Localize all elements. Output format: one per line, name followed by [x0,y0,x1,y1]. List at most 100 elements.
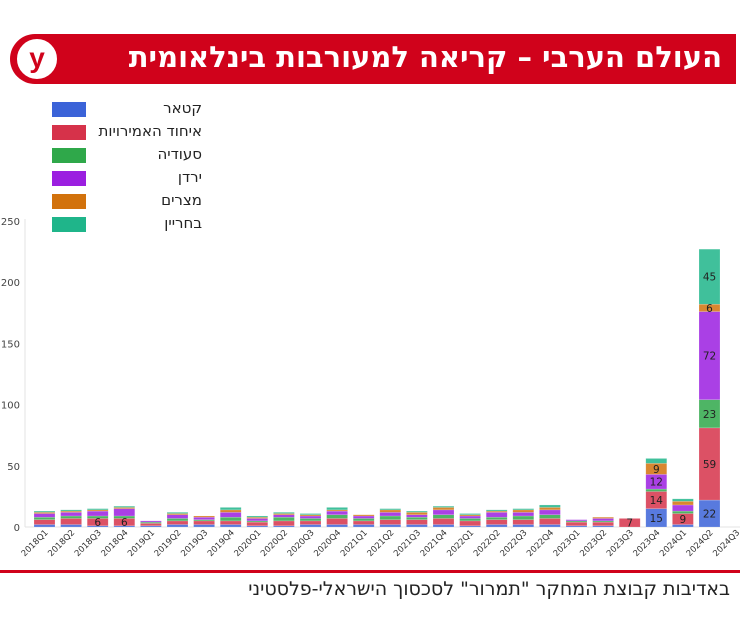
legend-swatch [52,125,86,140]
x-tick-label: 2022Q1 [445,528,476,559]
bar-segment [645,488,668,492]
legend-label: איחוד האמירויות [98,122,202,140]
x-tick-label: 2021Q2 [365,528,396,559]
x-tick-label: 2023Q3 [605,528,636,559]
bar-segment [219,509,242,513]
source-credit: באדיבות קבוצת המחקר "תמרור" לסכסוך הישרא… [248,578,730,600]
bar-segment [352,515,375,519]
bar-segment [273,516,295,522]
bar-segment [406,514,428,518]
data-label: 9 [653,464,660,476]
bar-segment [219,520,242,525]
bar-segment [193,520,215,525]
bar-segment [698,248,721,305]
ynet-logo: y [14,36,60,82]
bar-segment [539,514,561,519]
x-tick-label: 2019Q1 [126,528,157,559]
bar-segment [219,516,242,522]
bar-segment [512,515,535,520]
bar-segment [326,507,348,511]
bar-segment [166,524,189,528]
bar-segment [432,505,455,508]
bar-segment [273,512,295,514]
bar-segment [485,509,508,512]
bar-segment [246,518,269,522]
x-tick-label: 2024Q2 [685,528,716,559]
x-tick-label: 2023Q4 [631,528,662,559]
bar-segment [592,518,614,522]
bar-segment [166,518,189,522]
bar-segment [299,518,322,522]
bar-segment [485,512,508,518]
x-tick-label: 2018Q4 [99,528,130,559]
bar-segment [432,507,455,511]
x-tick-label: 2021Q4 [419,528,450,559]
bar-segment [459,515,481,519]
bar-segment [193,515,215,518]
bar-segment [592,516,614,519]
bar-segment [299,524,322,528]
bar-segment [512,519,535,525]
data-label: 6 [94,517,101,529]
bar-segment [219,512,242,518]
bar-segment [246,515,269,518]
bar-segment [672,498,694,502]
bar-segment [33,516,56,520]
x-tick-label: 2019Q2 [153,528,184,559]
bar-segment [352,514,375,517]
legend-item: מצרים [52,191,232,214]
bar-segment [379,512,402,517]
bar-segment [352,520,375,525]
bar-segment [166,514,189,519]
legend-label: קטאר [163,99,202,117]
bar-segment [672,501,694,506]
data-label: 12 [650,477,663,489]
bar-segment [140,523,162,527]
legend-item: סעודיה [52,145,232,168]
data-label: 15 [650,513,663,525]
bar-segment [539,518,561,525]
bar-segment [379,524,402,528]
bar-segment [219,507,242,511]
x-tick-label: 2022Q2 [472,528,503,559]
bar-segment [326,524,348,528]
bar-segment [539,504,561,508]
footer-divider [0,570,740,573]
bar-segment [246,521,269,527]
legend-item: קטאר [52,99,232,122]
bar-segment [273,514,295,518]
bar-segment [539,509,561,516]
bar-segment [592,521,614,527]
x-tick-label: 2019Q3 [179,528,210,559]
bar-segment [618,518,641,528]
data-label: 59 [703,459,716,471]
data-label: 6 [706,303,713,315]
bar-segment [352,518,375,522]
data-label: 22 [703,509,716,521]
bar-segment [645,508,668,528]
data-label: 14 [650,495,664,507]
bar-segment [140,520,162,523]
header-banner: y העולם הערבי – קריאה למעורבות בינלאומית [10,34,736,84]
bar-segment [459,520,481,527]
bar-segment [379,508,402,511]
legend-item: בחריין [52,214,232,237]
bar-segment [33,510,56,513]
legend-swatch [52,194,86,209]
x-tick-label: 2020Q1 [232,528,263,559]
bar-segment [326,509,348,512]
bar-segment [60,524,82,528]
bar-segment [459,518,481,522]
bar-segment [193,524,215,528]
legend-label: בחריין [164,214,202,232]
bar-segment [379,519,402,525]
x-tick-label: 2018Q1 [20,528,51,559]
bar-segment [86,510,109,517]
legend-label: מצרים [161,191,202,209]
bar-segment [406,516,428,520]
bar-segment [672,504,694,512]
bar-segment [299,515,322,519]
x-tick-label: 2020Q4 [312,528,343,559]
logo-letter: y [29,42,45,73]
x-tick-label: 2019Q4 [206,528,237,559]
